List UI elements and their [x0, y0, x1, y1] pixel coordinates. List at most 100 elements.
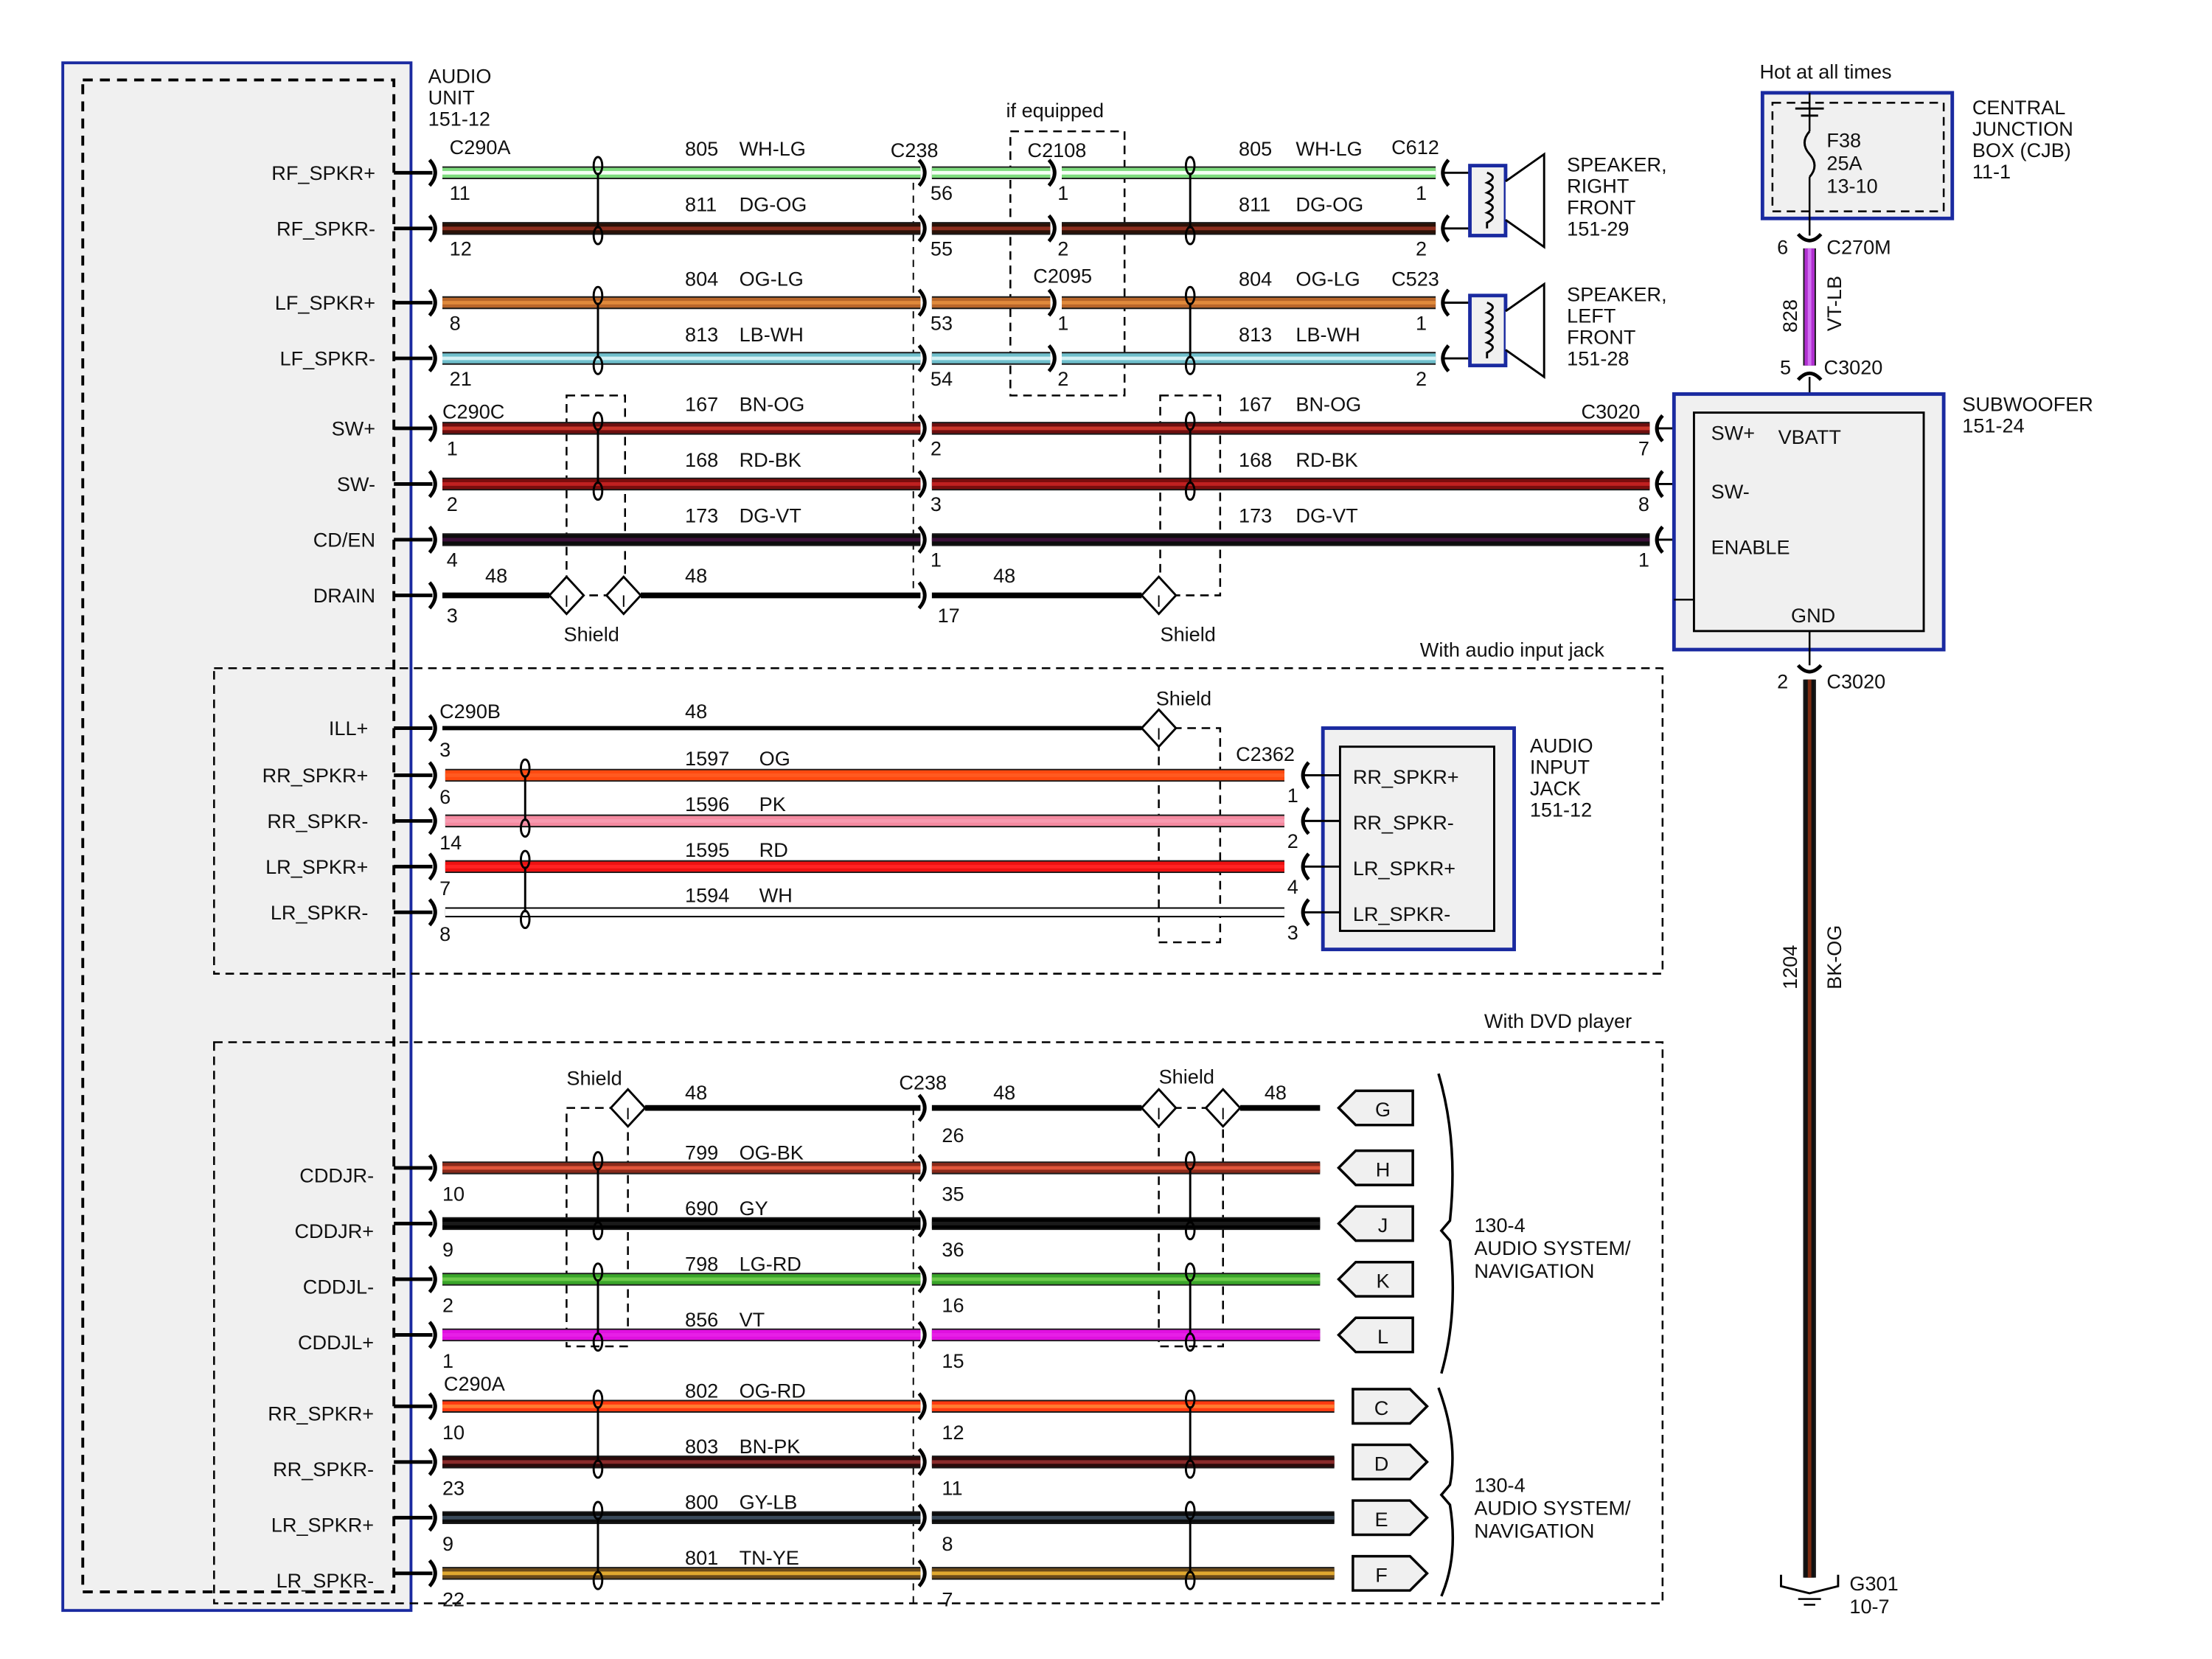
pin-number: 7 [1638, 437, 1649, 460]
dvd-player-note: With DVD player [1484, 1009, 1632, 1032]
connector-pin-letter: D [1374, 1452, 1389, 1475]
connector-arrow-icon [917, 470, 927, 498]
audio-input-jack-option-box [213, 667, 1664, 975]
pin-number: 1 [1416, 181, 1427, 204]
shield-diamond-icon [1140, 708, 1178, 748]
destination-label: 130-4 [1474, 1473, 1525, 1496]
circuit-number: 798 [685, 1252, 718, 1275]
fuse-icon [1803, 131, 1816, 178]
connector-arrow-icon [428, 852, 437, 881]
circuit-number: 1594 [685, 884, 729, 907]
pin-number: 11 [450, 181, 470, 204]
speaker-label: RIGHT [1567, 174, 1629, 197]
connector-arrow-icon [917, 1093, 927, 1122]
circuit-number: 804 [1239, 267, 1272, 290]
twisted-pair-icon [1184, 1459, 1196, 1479]
connector-arrow-icon [917, 1447, 927, 1476]
wire-color-code: GY [740, 1197, 768, 1220]
connector-pin-letter: G [1375, 1098, 1391, 1121]
speaker-label: 151-29 [1567, 217, 1629, 240]
connector-pin-letter: C [1374, 1397, 1389, 1419]
audio-unit-title: 151-12 [428, 107, 490, 130]
connector-arrow-icon [428, 344, 437, 373]
pin-number: 1 [1057, 311, 1068, 334]
pin-number: 8 [439, 922, 451, 945]
audio-input-jack-label: 151-12 [1530, 799, 1592, 821]
connector-arrow-icon [1655, 470, 1664, 498]
connector-arrow-icon [428, 1153, 437, 1182]
circuit-number: 173 [1239, 504, 1272, 527]
wire-color-code: LB-WH [1295, 323, 1360, 346]
connector-label: C2095 [1033, 264, 1092, 287]
circuit-number: 1595 [685, 838, 729, 861]
connector-label: C612 [1391, 136, 1439, 159]
central-junction-box [1760, 91, 1955, 220]
circuit-number: 813 [685, 323, 718, 346]
circuit-number: 811 [1239, 193, 1270, 216]
circuit-number: 48 [485, 564, 507, 587]
circuit-number: 48 [685, 564, 707, 587]
connector-pin-letter: L [1377, 1325, 1388, 1348]
wire-color-code: OG-BK [740, 1141, 804, 1164]
inline-connector-j [1337, 1205, 1414, 1242]
circuit-number: 690 [685, 1197, 718, 1220]
connector-label: C238 [899, 1071, 947, 1093]
cjb-label: 11-1 [1972, 160, 2011, 183]
circuit-number: 811 [685, 193, 717, 216]
shield-label: Shield [1156, 687, 1211, 710]
twisted-pair-icon [520, 849, 531, 869]
speaker-label: 151-28 [1567, 347, 1629, 370]
twisted-pair-icon [1184, 1389, 1196, 1409]
connector-arrow-icon [428, 159, 437, 187]
pin-number: 2 [1777, 669, 1788, 692]
circuit-number: 799 [685, 1141, 718, 1164]
connector-arrow-icon [917, 581, 927, 610]
connector-arrow-icon [1301, 898, 1310, 927]
connector-arrow-icon [1655, 525, 1664, 554]
audio-input-jack-label: INPUT [1530, 755, 1590, 778]
connector-arrow-icon [917, 288, 927, 317]
pin-number: 2 [931, 437, 942, 460]
connector-pin-letter: H [1376, 1158, 1391, 1181]
pin-number: 10 [442, 1421, 465, 1444]
connector-arrow-icon [917, 1321, 927, 1349]
destination-label: NAVIGATION [1474, 1259, 1594, 1282]
inline-connector-l [1337, 1316, 1414, 1354]
shield-box [566, 1107, 629, 1348]
connector-arrow-icon [428, 1321, 437, 1349]
connector-arrow-icon [428, 1447, 437, 1476]
inline-connector-e [1352, 1499, 1429, 1537]
connector-arrow-icon [1441, 214, 1450, 243]
connector-label: C290C [442, 400, 504, 422]
inline-connector-f [1352, 1554, 1429, 1592]
audio-unit-internal [81, 78, 396, 1593]
subwoofer-pin-label: SW+ [1711, 421, 1755, 444]
pin-number: 2 [1416, 237, 1427, 260]
pin-number: 2 [1057, 237, 1068, 260]
connector-arrow-icon [428, 1559, 437, 1587]
connector-arrow-icon [1301, 807, 1310, 835]
pin-number: 3 [447, 604, 458, 627]
connector-arrow-icon [1301, 852, 1310, 881]
circuit-number: 173 [685, 504, 718, 527]
circuit-number: 48 [993, 1081, 1015, 1104]
connector-arrow-icon [428, 581, 437, 610]
wire-color-code: RD [759, 838, 788, 861]
connector-arrow-icon [428, 714, 437, 742]
signal-label: CDDJL+ [298, 1331, 374, 1354]
connector-arrow-icon [428, 414, 437, 442]
cjb-internal [1771, 102, 1945, 212]
wire-color-code: DG-OG [740, 193, 807, 216]
pin-number: 8 [942, 1532, 953, 1555]
pin-number: 7 [942, 1587, 953, 1610]
wire-color-code: DG-OG [1295, 193, 1363, 216]
connector-arrow-icon [428, 807, 437, 835]
twisted-pair-icon [1184, 226, 1196, 246]
circuit-number: 168 [685, 448, 718, 471]
wire-color-code: BN-OG [1295, 393, 1361, 416]
wire-color-code: PK [759, 793, 786, 815]
connector-arrow-icon [1655, 414, 1664, 442]
wire-color-code: DG-VT [740, 504, 801, 527]
signal-label: SW+ [332, 417, 375, 440]
wire-color-code: OG-LG [740, 267, 804, 290]
